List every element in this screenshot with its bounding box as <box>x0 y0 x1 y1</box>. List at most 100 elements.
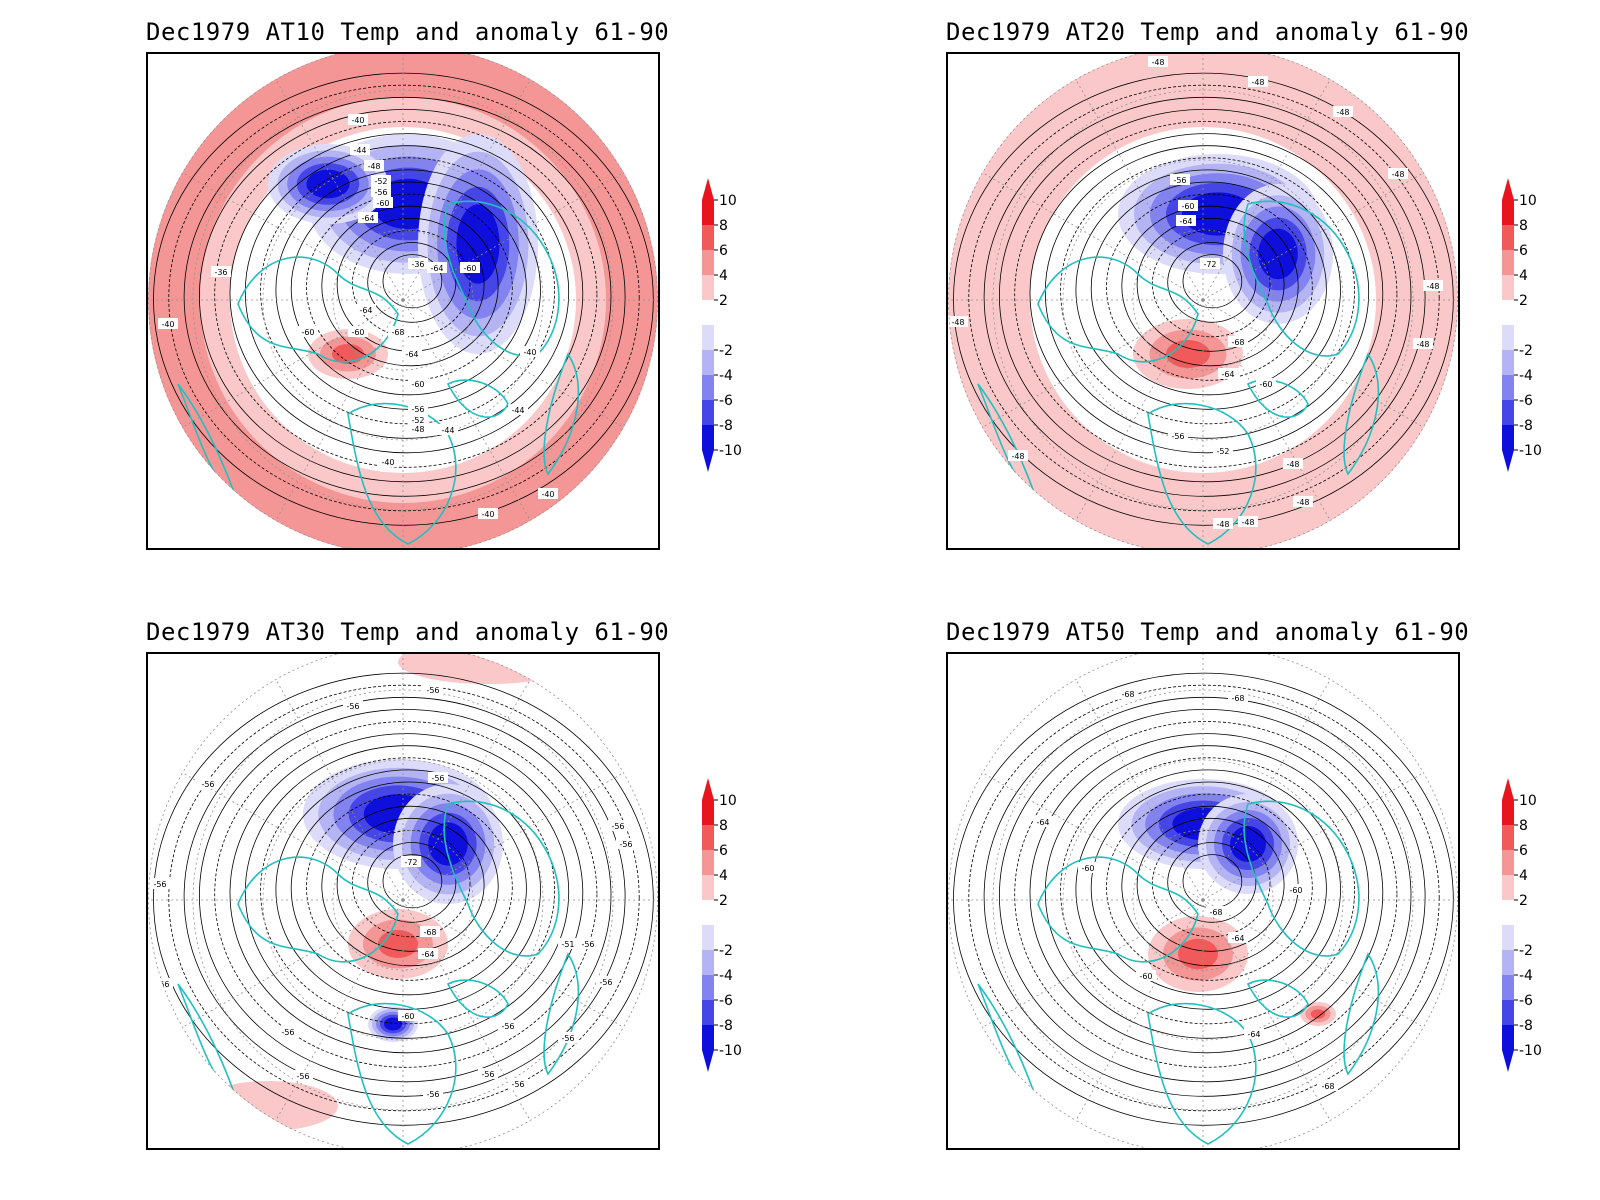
coastline <box>443 800 560 957</box>
contour-label-text: -44 <box>441 426 454 435</box>
contour-label-text: -48 <box>1426 282 1439 291</box>
contour-label: -64 <box>358 212 378 223</box>
contour-label-text: -48 <box>1416 340 1429 349</box>
temperature-contour <box>1167 842 1257 923</box>
contour-label-text: -40 <box>351 116 364 125</box>
contour-label-bg <box>1228 336 1248 347</box>
colorbar-swatch <box>702 975 714 1000</box>
temperature-contour <box>1014 121 1398 468</box>
contour-label-text: -48 <box>411 425 424 434</box>
colorbar-swatch <box>1502 225 1514 250</box>
colorbar-label: -4 <box>1519 968 1533 984</box>
coastline <box>1343 352 1380 476</box>
temperature-contour <box>229 133 584 454</box>
contour-label: -48 <box>1213 518 1233 529</box>
contour-label-bg <box>1423 280 1443 291</box>
colorbar-swatch <box>1502 325 1514 350</box>
contour-label-bg <box>293 1070 313 1081</box>
contour-label-text: -60 <box>351 328 364 337</box>
contour-label: -48 <box>1423 280 1443 291</box>
contour-label-bg <box>423 1088 443 1099</box>
colorbar-arrow-bottom <box>702 450 714 472</box>
contour-label-text: -48 <box>1286 460 1299 469</box>
coastline <box>1037 256 1199 363</box>
colorbar-arrow-top <box>1502 178 1514 200</box>
colorbar-label: -8 <box>1519 1018 1533 1034</box>
colorbar: 10 8 6 4 2 -2 -4 -6 -8 -10 <box>700 776 780 1072</box>
panel-title: Dec1979 AT10 Temp and anomaly 61-90 <box>146 18 670 46</box>
temperature-contour <box>968 84 1440 512</box>
contour-label: -56 <box>423 684 443 695</box>
colorbar-label: -6 <box>1519 393 1533 409</box>
temperature-contour <box>199 709 612 1083</box>
colorbar-swatch <box>702 900 714 925</box>
temperature-contour <box>1182 254 1243 309</box>
contour-label-text: -56 <box>411 405 424 414</box>
contour-label-text: -68 <box>1231 694 1244 703</box>
contour-label-bg <box>158 318 178 329</box>
contour-label-text: -56 <box>426 686 439 695</box>
contour-label: -68 <box>1206 906 1226 917</box>
contour-label: -56 <box>616 838 636 849</box>
contour-label: -72 <box>1200 258 1220 269</box>
contour-label-text: -48 <box>367 162 380 171</box>
contour-label: -60 <box>348 326 368 337</box>
colorbar-label: 8 <box>1519 818 1528 834</box>
contour-label-bg <box>1008 450 1028 461</box>
temperature-contour <box>983 696 1426 1097</box>
contour-label-bg <box>418 948 438 959</box>
contour-label-bg <box>1244 1028 1264 1039</box>
temperature-contour <box>1090 181 1327 396</box>
contour-label: -56 <box>371 186 391 197</box>
temperature-contour <box>336 817 485 952</box>
contour-label-bg <box>427 262 447 273</box>
colorbar-swatch <box>1502 425 1514 450</box>
contour-label: -40 <box>538 488 558 499</box>
colorbar-swatch <box>702 1025 714 1050</box>
temperature-contour <box>183 96 626 497</box>
coastline <box>1037 856 1199 963</box>
temperature-contour <box>1060 757 1356 1025</box>
coastline <box>1243 800 1360 957</box>
colorbar: 10 8 6 4 2 -2 -4 -6 -8 -10 <box>1500 776 1580 1072</box>
contour-label: -60 <box>1256 378 1276 389</box>
contour-label-bg <box>371 186 391 197</box>
contour-label-bg <box>508 404 528 415</box>
contour-label-text: -72 <box>404 858 417 867</box>
contour-label: -40 <box>158 318 178 329</box>
contour-label: -40 <box>520 346 540 357</box>
coastline <box>446 979 509 1018</box>
contour-label-text: -60 <box>1181 202 1194 211</box>
map-frame: -48 -48 -48 -48 -56 -60 -64 -72 -48 -48 -48 -68 -64 -… <box>946 52 1460 550</box>
temperature-contour <box>306 193 513 381</box>
contour-label-bg <box>1136 970 1156 981</box>
contour-label-bg <box>1176 215 1196 226</box>
anomaly-negative-blob <box>1258 228 1298 280</box>
coastline <box>347 1002 457 1145</box>
colorbar-label: 10 <box>719 793 737 809</box>
colorbar-label: -2 <box>719 943 733 959</box>
contour-label-text: -40 <box>381 458 394 467</box>
anomaly-positive-blob <box>1178 938 1218 970</box>
contour-label: -56 <box>408 403 428 414</box>
contour-label-text: -64 <box>361 214 374 223</box>
map-disc: -48 -48 -48 -48 -56 -60 -64 -72 -48 -48 -48 -68 -64 -… <box>948 54 1458 548</box>
coastline <box>446 379 509 418</box>
contour-label-bg <box>1283 458 1303 469</box>
contour-label: -48 <box>408 423 428 434</box>
colorbar-label: 6 <box>1519 243 1528 259</box>
temperature-contour <box>968 684 1440 1112</box>
contour-label-bg <box>211 266 231 277</box>
contour-label-text: -56 <box>511 1080 524 1089</box>
contour-label-text: -56 <box>156 980 169 989</box>
contour-label: -56 <box>608 820 628 831</box>
colorbar-arrow-bottom <box>1502 1050 1514 1072</box>
contour-label-text: -56 <box>501 1022 514 1031</box>
coastline <box>237 856 399 963</box>
contour-label-text: -48 <box>1336 108 1349 117</box>
polar-map: -56 -56 -56 -56 -72 -56 -56 -56 -68 -64 -51 -56 -56 -… <box>148 654 658 1148</box>
contour-label: -56 <box>498 1020 518 1031</box>
contour-label-text: -48 <box>1151 58 1164 67</box>
contour-label: -48 <box>1413 338 1433 349</box>
colorbar-label: 8 <box>719 218 728 234</box>
